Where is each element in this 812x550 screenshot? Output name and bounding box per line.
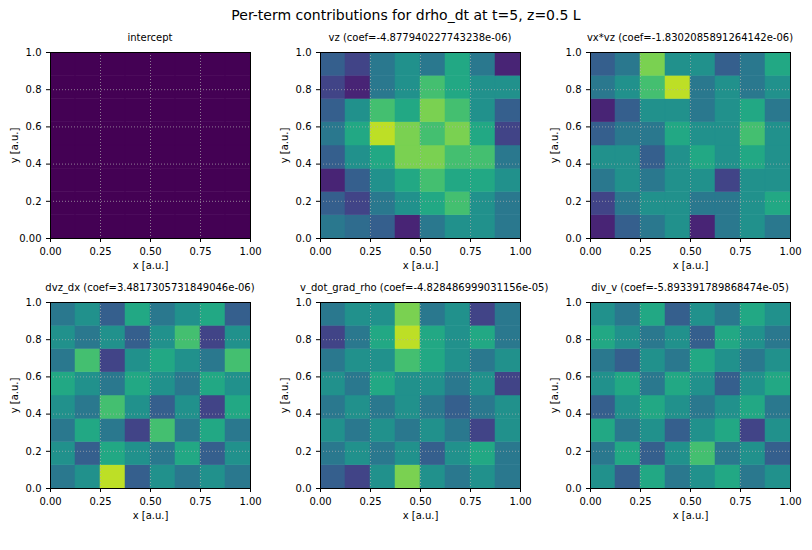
svg-text:y [a.u.]: y [a.u.] — [549, 128, 560, 164]
html-text:div_v (coef=-5.893391789868474: div_v (coef=-5.893391789868474e-05) — [591, 282, 789, 293]
svg-text:y [a.u.]: y [a.u.] — [279, 128, 290, 164]
svg-text:0.4: 0.4 — [26, 158, 42, 169]
svg-text:x [a.u.]: x [a.u.] — [403, 510, 439, 521]
svg-text:1.00: 1.00 — [779, 496, 801, 507]
svg-text:0.4: 0.4 — [296, 158, 312, 169]
svg-text:0.0: 0.0 — [296, 233, 312, 244]
svg-text:0.25: 0.25 — [629, 246, 651, 257]
html-text:vz (coef=-4.877940227743238e-0: vz (coef=-4.877940227743238e-06) — [328, 32, 512, 43]
svg-text:0.6: 0.6 — [26, 371, 42, 382]
svg-text:x [a.u.]: x [a.u.] — [673, 510, 709, 521]
svg-text:0.50: 0.50 — [679, 246, 701, 257]
svg-text:1.00: 1.00 — [239, 496, 261, 507]
svg-text:0.00: 0.00 — [579, 246, 601, 257]
svg-text:1.0: 1.0 — [26, 47, 42, 58]
svg-text:1.00: 1.00 — [239, 246, 261, 257]
svg-text:0.6: 0.6 — [296, 121, 312, 132]
html-text:dvz_dx (coef=3.481730573184904: dvz_dx (coef=3.4817305731849046e-06) — [45, 282, 255, 293]
svg-text:y [a.u.]: y [a.u.] — [549, 378, 560, 414]
svg-text:0.50: 0.50 — [679, 496, 701, 507]
svg-text:0.6: 0.6 — [26, 121, 42, 132]
html-text:v_dot_grad_rho (coef=-4.828486: v_dot_grad_rho (coef=-4.828486999031156e… — [300, 282, 549, 293]
svg-text:x [a.u.]: x [a.u.] — [673, 260, 709, 271]
svg-text:0.00: 0.00 — [19, 233, 41, 244]
svg-text:0.8: 0.8 — [296, 334, 312, 345]
svg-text:1.0: 1.0 — [296, 47, 312, 58]
svg-text:y [a.u.]: y [a.u.] — [9, 378, 20, 414]
svg-text:0.75: 0.75 — [459, 246, 481, 257]
svg-text:0.8: 0.8 — [26, 84, 42, 95]
svg-text:0.75: 0.75 — [189, 496, 211, 507]
svg-text:0.6: 0.6 — [566, 121, 582, 132]
svg-text:0.2: 0.2 — [26, 446, 42, 457]
svg-text:0.00: 0.00 — [309, 246, 331, 257]
svg-text:x [a.u.]: x [a.u.] — [133, 510, 169, 521]
svg-text:0.25: 0.25 — [359, 246, 381, 257]
svg-text:0.8: 0.8 — [26, 334, 42, 345]
svg-text:0.50: 0.50 — [139, 496, 161, 507]
svg-text:0.2: 0.2 — [26, 196, 42, 207]
svg-text:0.00: 0.00 — [579, 496, 601, 507]
svg-text:0.8: 0.8 — [566, 334, 582, 345]
svg-text:1.0: 1.0 — [26, 297, 42, 308]
svg-text:0.2: 0.2 — [296, 196, 312, 207]
svg-text:0.75: 0.75 — [729, 246, 751, 257]
svg-text:0.6: 0.6 — [296, 371, 312, 382]
svg-text:1.0: 1.0 — [296, 297, 312, 308]
svg-text:0.0: 0.0 — [26, 483, 42, 494]
svg-text:0.8: 0.8 — [296, 84, 312, 95]
svg-text:0.00: 0.00 — [39, 246, 61, 257]
svg-text:0.0: 0.0 — [566, 483, 582, 494]
html-text:intercept: intercept — [127, 32, 173, 43]
svg-text:0.25: 0.25 — [359, 496, 381, 507]
svg-text:x [a.u.]: x [a.u.] — [133, 260, 169, 271]
svg-text:0.4: 0.4 — [566, 158, 582, 169]
svg-text:y [a.u.]: y [a.u.] — [9, 128, 20, 164]
svg-text:0.2: 0.2 — [566, 446, 582, 457]
svg-text:0.75: 0.75 — [729, 496, 751, 507]
svg-text:0.00: 0.00 — [39, 496, 61, 507]
svg-text:0.50: 0.50 — [409, 496, 431, 507]
svg-text:0.75: 0.75 — [459, 496, 481, 507]
svg-text:y [a.u.]: y [a.u.] — [279, 378, 290, 414]
svg-text:0.00: 0.00 — [309, 496, 331, 507]
svg-text:0.25: 0.25 — [89, 246, 111, 257]
svg-text:0.0: 0.0 — [566, 233, 582, 244]
svg-text:0.6: 0.6 — [566, 371, 582, 382]
html-text:Per-term contributions for drh: Per-term contributions for drho_dt at t=… — [231, 7, 581, 23]
svg-text:0.0: 0.0 — [296, 483, 312, 494]
svg-text:x [a.u.]: x [a.u.] — [403, 260, 439, 271]
svg-text:0.4: 0.4 — [26, 408, 42, 419]
svg-text:1.00: 1.00 — [509, 246, 531, 257]
svg-text:0.75: 0.75 — [189, 246, 211, 257]
svg-text:1.00: 1.00 — [509, 496, 531, 507]
svg-text:1.0: 1.0 — [566, 297, 582, 308]
svg-text:0.50: 0.50 — [139, 246, 161, 257]
svg-text:0.25: 0.25 — [629, 496, 651, 507]
svg-text:0.2: 0.2 — [296, 446, 312, 457]
svg-text:0.8: 0.8 — [566, 84, 582, 95]
svg-text:0.25: 0.25 — [89, 496, 111, 507]
html-text:vx*vz (coef=-1.830208589126414: vx*vz (coef=-1.8302085891264142e-06) — [587, 32, 793, 43]
svg-text:0.4: 0.4 — [566, 408, 582, 419]
svg-text:1.0: 1.0 — [566, 47, 582, 58]
svg-text:0.4: 0.4 — [296, 408, 312, 419]
svg-text:0.50: 0.50 — [409, 246, 431, 257]
svg-text:0.2: 0.2 — [566, 196, 582, 207]
svg-text:1.00: 1.00 — [779, 246, 801, 257]
